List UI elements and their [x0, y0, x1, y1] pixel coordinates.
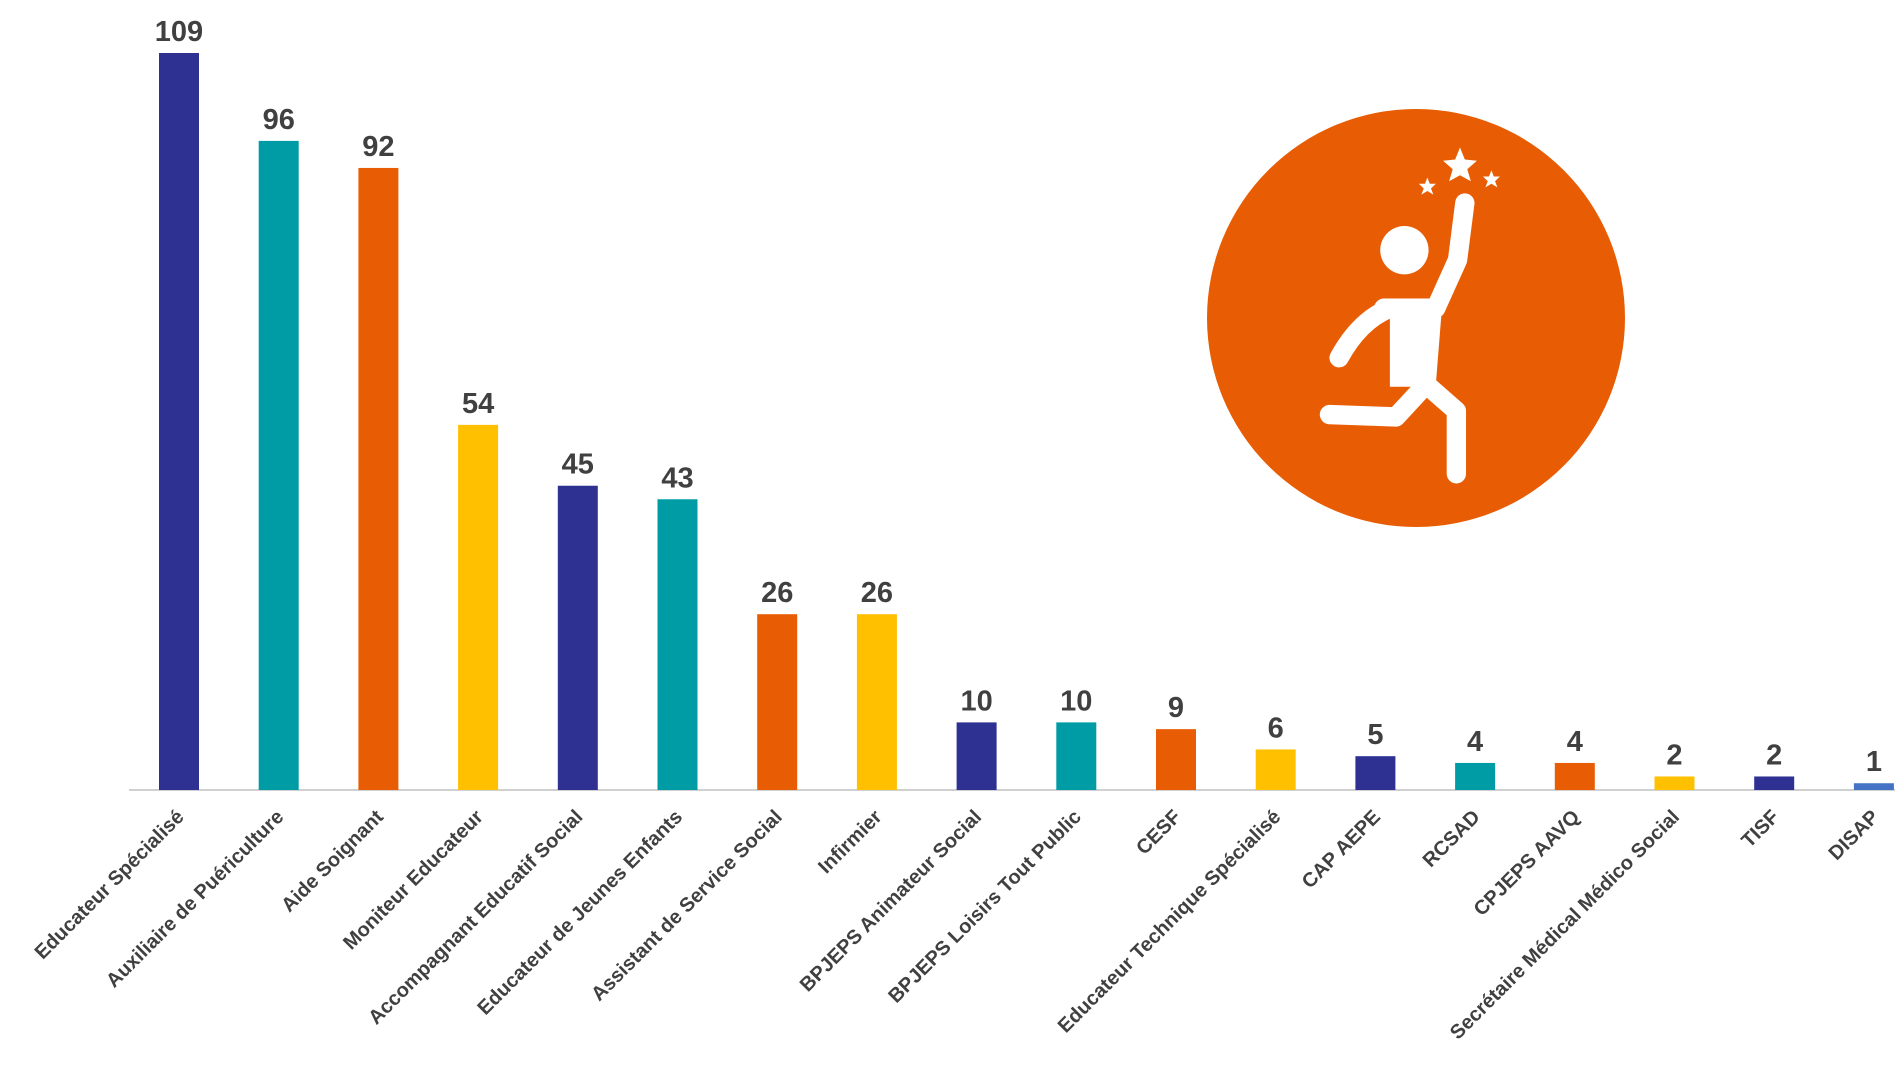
bar	[1853, 783, 1894, 790]
x-tick-label: Educateur Technique Spécialisé	[1054, 806, 1285, 1037]
x-tick-label: BPJEPS Loisirs Tout Public	[884, 806, 1086, 1008]
bar	[856, 614, 897, 790]
bar	[258, 140, 299, 791]
value-label: 5	[1367, 719, 1383, 751]
x-tick-label: CESF	[1132, 806, 1185, 859]
bar	[956, 722, 997, 790]
bar	[458, 424, 499, 790]
bar	[1554, 762, 1595, 790]
bar	[1654, 776, 1695, 790]
icon-figure	[1319, 147, 1500, 484]
value-label: 4	[1467, 726, 1483, 758]
value-label: 43	[661, 462, 693, 494]
value-label: 96	[263, 104, 295, 136]
bar	[358, 167, 399, 791]
bar	[159, 53, 199, 790]
x-tick-label: Educateur de Jeunes Enfants	[473, 806, 687, 1020]
bar	[1455, 762, 1496, 790]
value-label: 109	[155, 16, 203, 48]
x-tick-label: Assistant de Service Social	[587, 806, 787, 1006]
value-label: 92	[362, 131, 394, 163]
x-tick-label: DISAP	[1825, 806, 1884, 865]
x-tick-label: Infirmier	[814, 806, 886, 878]
bar	[1754, 776, 1795, 790]
x-tick-label: BPJEPS Animateur Social	[796, 806, 986, 996]
x-tick-label: RCSAD	[1419, 806, 1485, 872]
value-label: 2	[1766, 739, 1782, 771]
x-tick-label: TISF	[1738, 806, 1784, 852]
value-label: 45	[562, 449, 594, 481]
value-label: 6	[1268, 712, 1284, 744]
x-tick-label: CPJEPS AAVQ	[1470, 806, 1585, 921]
value-label: 4	[1567, 726, 1583, 758]
value-label: 9	[1168, 692, 1184, 724]
value-label: 1	[1866, 746, 1882, 778]
bar	[1056, 722, 1097, 790]
value-label: 10	[960, 685, 992, 717]
value-label: 2	[1666, 739, 1682, 771]
bar	[757, 614, 798, 790]
bar	[1355, 756, 1396, 790]
icon	[1207, 109, 1625, 527]
x-tick-label: CAP AEPE	[1298, 806, 1385, 893]
value-label: 26	[761, 577, 793, 609]
value-label: 54	[462, 388, 494, 420]
bar	[657, 499, 698, 790]
x-tick-label: Accompagnant Educatif Social	[364, 806, 587, 1029]
bar	[557, 485, 598, 790]
value-label: 26	[861, 577, 893, 609]
x-tick-label: Secrétaire Médical Médico Social	[1446, 806, 1684, 1044]
bar	[1156, 729, 1196, 790]
value-label: 10	[1060, 685, 1092, 717]
bar	[1255, 749, 1296, 790]
x-tick-label: Auxiliaire de Puériculture	[102, 806, 288, 992]
x-tick-label: Aide Soignant	[277, 806, 388, 917]
